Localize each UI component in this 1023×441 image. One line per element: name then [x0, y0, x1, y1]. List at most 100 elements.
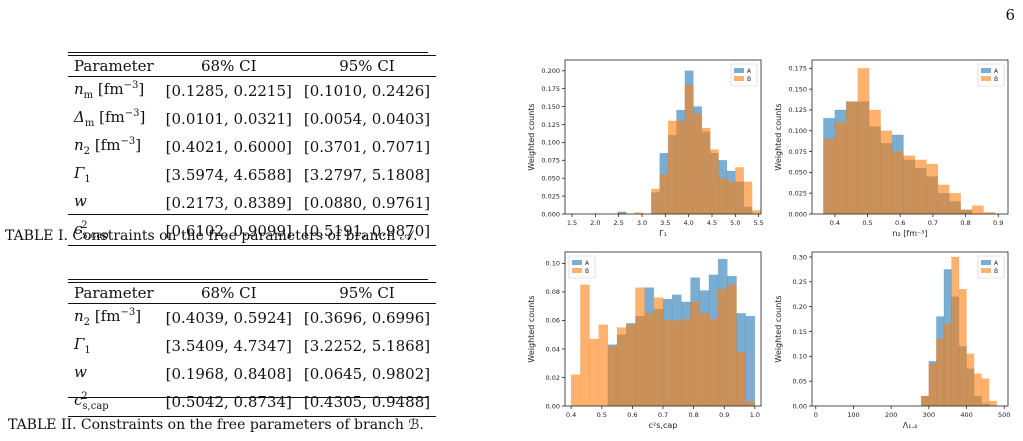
- parameter-cell: cs,cap2: [68, 217, 160, 246]
- legend-label: A: [994, 68, 999, 75]
- y-tick-label: 0.150: [788, 85, 807, 93]
- histogram-bar-b: [684, 84, 694, 215]
- y-tick-label: 0.00: [546, 402, 560, 410]
- histogram-bar-b: [751, 210, 761, 215]
- x-tick-label: 0.6: [627, 411, 637, 419]
- parameter-cell: Γ1: [68, 332, 160, 360]
- ci68-cell: [0.2173, 0.8389]: [165, 194, 292, 212]
- legend-swatch-b: [981, 76, 991, 81]
- y-axis-label: Weighted counts: [774, 295, 783, 362]
- x-tick-label: 0.9: [719, 411, 729, 419]
- ci68-cell: [0.1968, 0.8408]: [165, 365, 292, 383]
- ci68-cell: [0.4021, 0.6000]: [165, 138, 292, 156]
- ci68-cell: [0.5042, 0.8734]: [165, 393, 292, 411]
- legend-swatch-b: [572, 268, 582, 273]
- histogram-bar-b: [616, 327, 627, 407]
- legend-label: B: [994, 268, 998, 275]
- param-subscript: m: [83, 90, 94, 101]
- parameter-cell: Γ1: [68, 161, 160, 189]
- histogram-bar-b: [936, 338, 945, 407]
- param-unit-close: ]: [135, 307, 142, 325]
- param-subscript: 2: [83, 146, 91, 157]
- y-tick-label: 0.075: [541, 157, 560, 165]
- ci68-cell: [3.5409, 4.7347]: [165, 337, 292, 355]
- histogram-bar-b: [635, 287, 645, 407]
- param-symbol: Δ: [74, 108, 85, 126]
- ci95-cell: [0.3701, 0.7071]: [303, 138, 431, 156]
- x-tick-label: 0.7: [928, 219, 938, 227]
- legend-label: A: [585, 260, 590, 267]
- table-row: Γ1 [3.5974, 4.6588] [3.2797, 5.1808]: [68, 161, 436, 189]
- legend-label: A: [747, 68, 752, 75]
- histogram-bar-b: [580, 284, 590, 407]
- table-caption: TABLE II. Constraints on the free parame…: [8, 417, 424, 433]
- table-caption: TABLE I. Constraints on the free paramet…: [5, 228, 418, 244]
- y-tick-label: 0.04: [546, 345, 560, 353]
- x-tick-label: 0.6: [895, 219, 905, 227]
- table-row: Γ1 [3.5409, 4.7347] [3.2252, 5.1868]: [68, 332, 436, 360]
- parameter-cell: Δm [fm−3]: [68, 105, 160, 133]
- table-row: Δm [fm−3] [0.0101, 0.0321] [0.0054, 0.0403…: [68, 105, 436, 133]
- ci68-cell: [0.6102, 0.9099]: [165, 222, 292, 240]
- histogram-bar-b: [736, 351, 746, 407]
- y-tick-label: 0.15: [793, 328, 807, 336]
- axes-frame: [811, 251, 1009, 407]
- histogram-bar-b: [693, 113, 702, 215]
- histogram-bar-b: [718, 177, 728, 215]
- param-unit: [fm: [94, 108, 125, 126]
- parameter-cell: nm [fm−3]: [68, 77, 160, 106]
- table-1: Parameter 68% CI 95% CI nm [fm−3] [0.1285…: [68, 55, 437, 246]
- y-tick-label: 0.200: [541, 67, 560, 75]
- y-tick-label: 0.050: [541, 174, 560, 182]
- parameter-cell: n2 [fm−3]: [68, 304, 160, 333]
- table-row: w [0.2173, 0.8389] [0.0880, 0.9761]: [68, 189, 436, 217]
- table-row: n2 [fm−3] [0.4021, 0.6000] [0.3701, 0.7071…: [68, 133, 436, 161]
- y-tick-label: 0.175: [788, 65, 807, 73]
- x-axis-label: c²s,cap: [649, 421, 678, 430]
- axes-frame: [564, 59, 762, 215]
- x-tick-label: 0.5: [862, 219, 872, 227]
- x-tick-label: 4.5: [707, 219, 717, 227]
- x-tick-label: 200: [885, 411, 897, 419]
- parameter-cell: cs,cap2: [68, 388, 160, 417]
- table-top-rule: [68, 52, 428, 53]
- histogram-bar-b: [589, 338, 599, 407]
- histogram-bar-b: [598, 324, 609, 407]
- histogram-bar-b: [671, 320, 682, 407]
- histogram-bar-b: [690, 301, 700, 407]
- param-exponent: −3: [124, 108, 140, 119]
- histogram-bar-b: [928, 363, 937, 407]
- param-symbol: c: [74, 391, 83, 409]
- histogram-bar-b: [667, 120, 677, 215]
- param-unit: [fm: [90, 307, 121, 325]
- histogram-bar-b: [834, 122, 847, 215]
- y-tick-label: 0.050: [788, 169, 807, 177]
- y-tick-label: 0.000: [541, 210, 560, 218]
- legend: AB: [730, 63, 758, 87]
- legend-label: A: [994, 260, 999, 267]
- y-tick-label: 0.025: [541, 192, 560, 200]
- histogram-bar-b: [971, 205, 984, 215]
- histogram-bar-b: [880, 130, 893, 215]
- ci95-cell: [3.2797, 5.1808]: [303, 166, 431, 184]
- param-unit-close: ]: [139, 108, 146, 126]
- y-tick-label: 0.025: [788, 189, 807, 197]
- histogram-lambda14: 0 100 200 300 400 500 0.00 0.05 0.10 0.15 0.20 0.25…: [774, 251, 1010, 430]
- param-exponent: −3: [123, 80, 139, 91]
- table-bottom-rule: [68, 214, 428, 215]
- param-subscript: m: [84, 118, 95, 129]
- parameter-cell: n2 [fm−3]: [68, 133, 160, 161]
- ci68-cell: [0.0101, 0.0321]: [165, 110, 292, 128]
- y-tick-label: 0.00: [793, 402, 807, 410]
- legend: AB: [977, 255, 1005, 279]
- histogram-bar-b: [745, 401, 756, 407]
- x-tick-label: 0.9: [993, 219, 1003, 227]
- legend-swatch-b: [734, 76, 744, 81]
- table-2: Parameter 68% CI 95% CI n2 [fm−3] [0.4039…: [68, 282, 437, 417]
- table-body: n2 [fm−3] [0.4039, 0.5924] [0.3696, 0.6996…: [68, 304, 436, 417]
- histogram-bar-b: [743, 181, 753, 215]
- histogram-bar-b: [662, 320, 673, 407]
- ci95-cell: [0.4305, 0.9488]: [303, 393, 431, 411]
- histogram-bar-b: [914, 159, 927, 215]
- column-header: Parameter: [68, 55, 160, 77]
